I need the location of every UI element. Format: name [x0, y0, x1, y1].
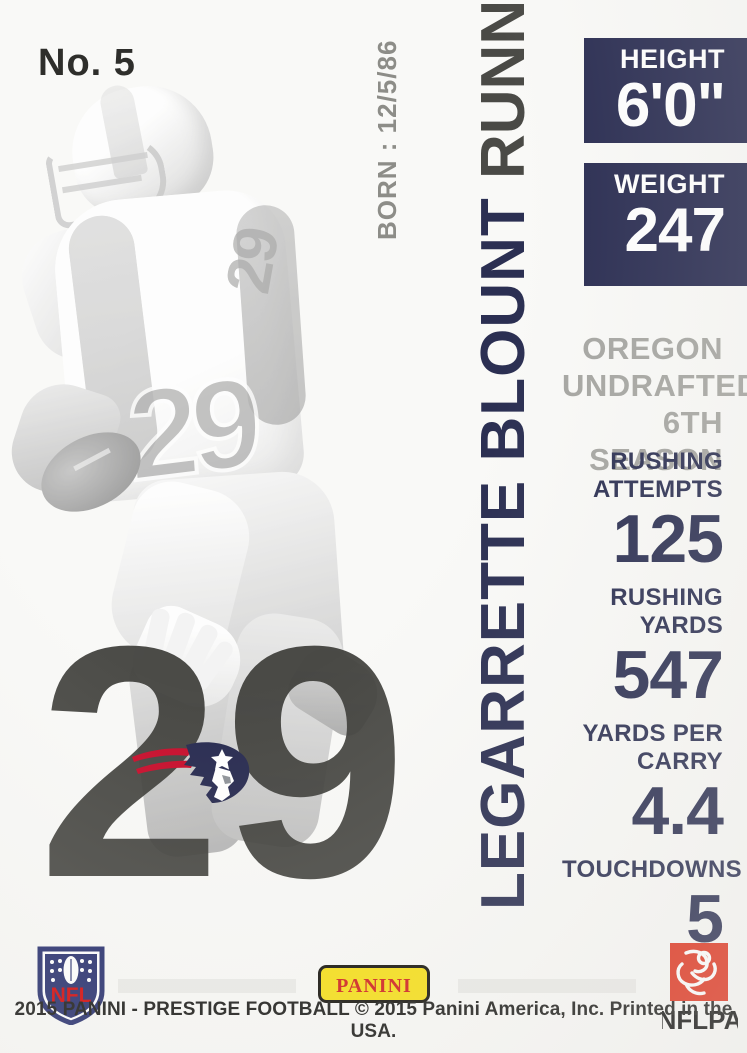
bio-draft: UNDRAFTED: [562, 368, 747, 403]
season-stats: RUSHING ATTEMPTS 125 RUSHING YARDS 547 Y…: [562, 448, 742, 964]
height-box: HEIGHT 6'0": [584, 38, 747, 143]
stat-label-rushing-yards: RUSHING YARDS: [610, 584, 723, 639]
stat-label-rushing-attempts: RUSHING ATTEMPTS: [593, 448, 723, 503]
weight-value: 247: [624, 196, 726, 265]
stat-label-touchdowns: TOUCHDOWNS: [562, 856, 742, 883]
player-born-date: BORN : 12/5/86: [372, 39, 402, 240]
bio-lines: OREGON UNDRAFTED 6TH SEASON: [562, 330, 747, 478]
stat-value-touchdowns: 5: [686, 881, 724, 957]
height-value: 6'0": [615, 71, 726, 140]
svg-text:NFLPA: NFLPA: [662, 1005, 738, 1035]
player-name: LEGARRETTE BLOUNT: [469, 197, 538, 910]
height-label: HEIGHT: [619, 44, 725, 74]
card-number: No. 5: [38, 42, 136, 84]
separator-bar-left: [118, 979, 296, 993]
copyright-text: 2015 PANINI - PRESTIGE FOOTBALL © 2015 P…: [14, 999, 733, 1042]
stat-value-yards-per-carry: 4.4: [631, 773, 724, 849]
card-footer: NFL PANINI NFLPA: [0, 935, 747, 1053]
panini-logo: PANINI: [318, 965, 430, 1003]
svg-text:PANINI: PANINI: [336, 975, 412, 997]
bio-college: OREGON: [582, 331, 723, 366]
stat-value-rushing-yards: 547: [612, 637, 724, 713]
bio-season: 6TH SEASON: [589, 405, 723, 477]
weight-label: WEIGHT: [614, 169, 725, 199]
stats-panel: HEIGHT 6'0" WEIGHT 247 OREGON UNDRAFTED …: [562, 0, 747, 954]
player-position: RUNNING BACK: [468, 0, 539, 179]
stat-value-rushing-attempts: 125: [612, 501, 724, 577]
weight-box: WEIGHT 247: [584, 163, 747, 286]
separator-bar-right: [458, 979, 636, 993]
svg-text:NFL: NFL: [51, 984, 92, 1007]
stat-label-yards-per-carry: YARDS PER CARRY: [582, 720, 723, 775]
patriots-flying-elvis-logo: [130, 735, 254, 811]
nfl-shield-icon: NFL: [36, 945, 106, 1026]
nflpa-logo: NFLPA: [658, 943, 743, 1035]
